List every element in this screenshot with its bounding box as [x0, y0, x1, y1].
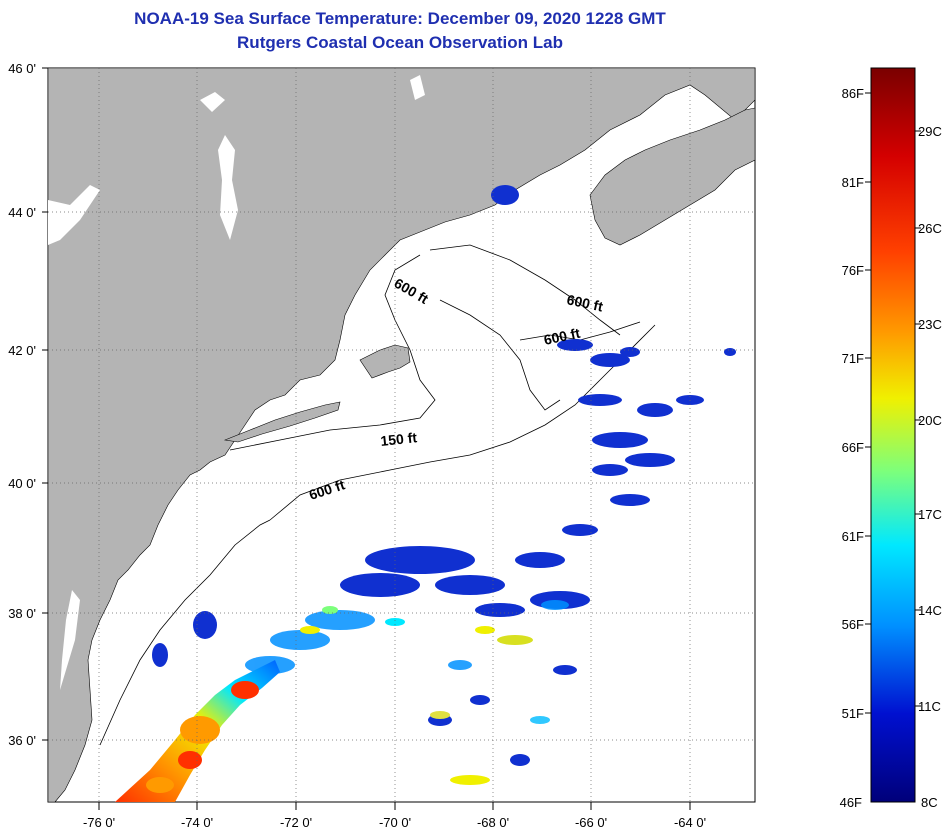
lon-tick-label: -70 0'	[379, 815, 411, 830]
colorbar-c-label: 11C	[918, 699, 941, 714]
colorbar-c-label: 20C	[918, 413, 942, 428]
colorbar-f-label: 46F	[840, 795, 862, 810]
lat-tick-label: 36 0'	[8, 733, 36, 748]
contour-label-600ft-georges: 600 ft	[542, 325, 581, 348]
colorbar-c-label: 23C	[918, 317, 942, 332]
map-subtitle: Rutgers Coastal Ocean Observation Lab	[237, 33, 563, 52]
land-cape-cod	[359, 344, 411, 379]
land-long-island	[223, 401, 341, 443]
colorbar-f-label: 61F	[842, 529, 864, 544]
colorbar-c-label: 29C	[918, 124, 942, 139]
colorbar-f-label: 86F	[842, 86, 864, 101]
lon-tick-label: -76 0'	[83, 815, 115, 830]
map-title: NOAA-19 Sea Surface Temperature: Decembe…	[134, 9, 666, 28]
land-north-america	[48, 68, 755, 802]
lat-tick-label: 38 0'	[8, 606, 36, 621]
colorbar-f-label: 71F	[842, 351, 864, 366]
colorbar	[870, 67, 916, 803]
colorbar-f-label: 51F	[842, 706, 864, 721]
sst-cool-patches	[152, 185, 736, 766]
lat-tick-label: 44 0'	[8, 205, 36, 220]
lon-tick-label: -64 0'	[674, 815, 706, 830]
colorbar-f-label: 66F	[842, 440, 864, 455]
lon-tick-label: -66 0'	[575, 815, 607, 830]
contour-label-600ft-northeast: 600 ft	[565, 291, 604, 314]
sst-warm-gulf-stream	[115, 606, 550, 802]
contour-label-150ft: 150 ft	[380, 429, 418, 449]
colorbar-c-label: 8C	[921, 795, 938, 810]
land-nova-scotia	[589, 107, 755, 246]
lon-tick-label: -72 0'	[280, 815, 312, 830]
colorbar-c-label: 14C	[918, 603, 942, 618]
colorbar-c-label: 17C	[918, 507, 942, 522]
colorbar-c-label: 26C	[918, 221, 942, 236]
lat-tick-label: 42 0'	[8, 343, 36, 358]
lon-tick-label: -68 0'	[477, 815, 509, 830]
lat-tick-label: 46 0'	[8, 61, 36, 76]
colorbar-f-label: 81F	[842, 175, 864, 190]
lat-tick-label: 40 0'	[8, 476, 36, 491]
colorbar-f-label: 76F	[842, 263, 864, 278]
colorbar-f-label: 56F	[842, 617, 864, 632]
lon-tick-label: -74 0'	[181, 815, 213, 830]
